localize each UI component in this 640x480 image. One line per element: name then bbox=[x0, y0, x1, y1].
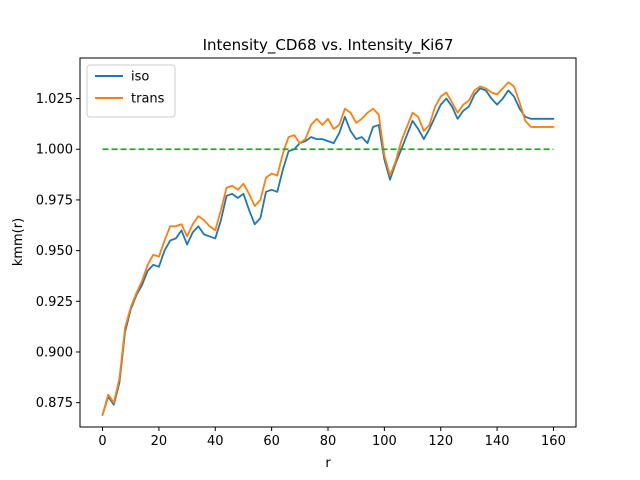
series-layer bbox=[101, 81, 555, 416]
y-axis: 0.875 0.900 0.925 0.950 0.975 1.000 1.025 bbox=[36, 92, 80, 411]
x-axis: 0 20 40 60 80 100 120 140 160 bbox=[98, 427, 566, 449]
x-tick-label: 120 bbox=[428, 434, 453, 449]
x-axis-label: r bbox=[325, 456, 331, 471]
y-tick-label: 0.975 bbox=[36, 193, 73, 208]
x-tick-label: 40 bbox=[207, 434, 224, 449]
y-tick-label: 0.925 bbox=[36, 295, 73, 310]
x-tick-label: 100 bbox=[372, 434, 397, 449]
x-tick-label: 80 bbox=[320, 434, 337, 449]
legend-label-trans: trans bbox=[131, 92, 165, 107]
y-tick-label: 0.950 bbox=[36, 244, 73, 259]
series-line-iso bbox=[101, 87, 555, 416]
x-tick-label: 0 bbox=[98, 434, 106, 449]
x-tick-label: 20 bbox=[151, 434, 168, 449]
chart-title: Intensity_CD68 vs. Intensity_Ki67 bbox=[203, 36, 454, 55]
x-tick-label: 60 bbox=[263, 434, 280, 449]
y-tick-label: 1.000 bbox=[36, 143, 73, 158]
y-tick-label: 0.875 bbox=[36, 396, 73, 411]
x-tick-label: 140 bbox=[485, 434, 510, 449]
y-tick-label: 1.025 bbox=[36, 92, 73, 107]
x-tick-label: 160 bbox=[541, 434, 566, 449]
y-tick-label: 0.900 bbox=[36, 345, 73, 360]
y-axis-label: kmm(r) bbox=[11, 218, 26, 266]
series-line-trans bbox=[101, 81, 555, 416]
legend-box bbox=[86, 64, 176, 118]
legend: iso trans bbox=[86, 64, 176, 118]
legend-label-iso: iso bbox=[131, 70, 149, 85]
